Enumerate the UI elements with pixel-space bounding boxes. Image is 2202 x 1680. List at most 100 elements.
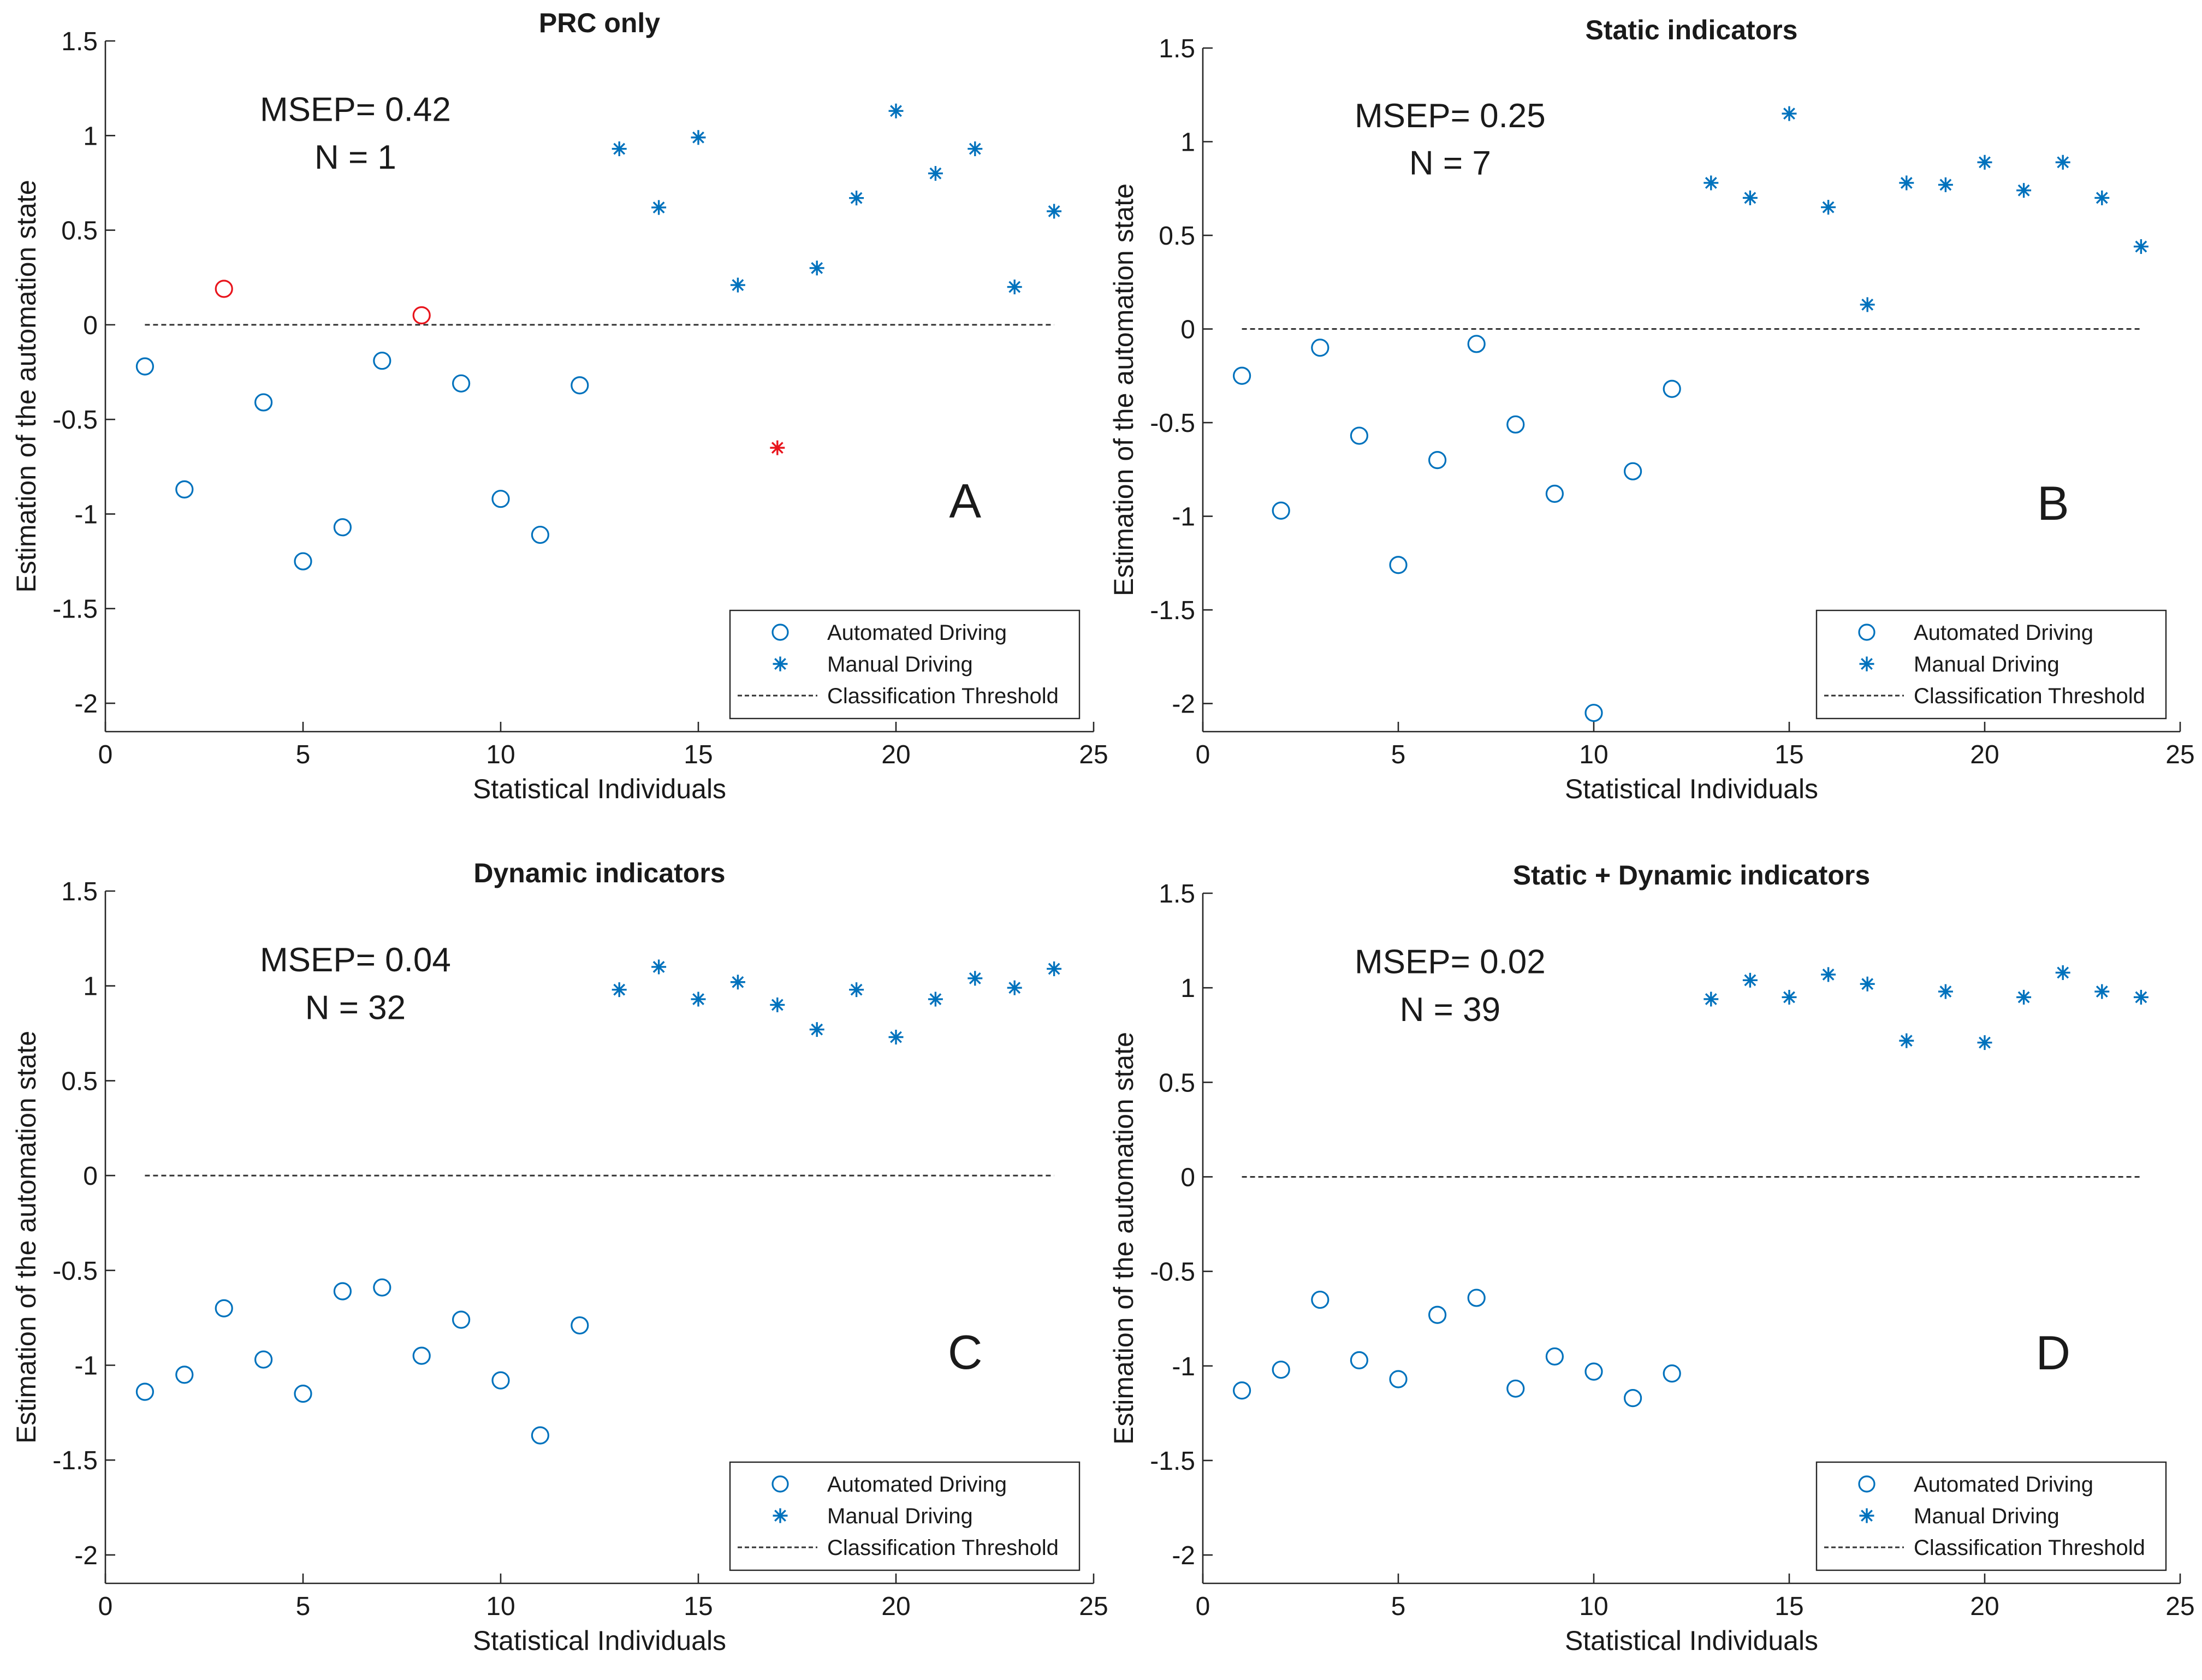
legend-automated-symbol <box>1858 624 1875 641</box>
automated-point <box>254 393 273 412</box>
y-tick-label: 0.5 <box>1159 1068 1195 1097</box>
automated-point <box>491 490 510 508</box>
panel-b: 0 5 10 15 20 25 1.5 1 0.5 0 -0.5 -1 -1.5 -2 Statistica… <box>1108 15 2195 804</box>
manual-point <box>1860 297 1875 312</box>
y-tick-label: -0.5 <box>1150 1258 1195 1287</box>
x-tick-label: 20 <box>881 1592 910 1621</box>
automated-point <box>1428 451 1447 470</box>
y-tick-label: -2 <box>74 690 98 719</box>
manual-point <box>730 277 745 293</box>
manual-point <box>2094 984 2110 999</box>
automated-point <box>373 1278 391 1297</box>
x-tick-label: 15 <box>1774 740 1803 769</box>
automated-point <box>1506 1379 1525 1398</box>
y-tick-label: -1.5 <box>52 595 98 624</box>
panel-title: Dynamic indicators <box>473 858 725 888</box>
manual-driving-series <box>612 103 1062 455</box>
automated-point <box>1467 335 1486 353</box>
panel-letter: A <box>949 474 981 528</box>
misclassified-automated-point <box>215 280 233 298</box>
n-annotation: N = 32 <box>305 989 406 1027</box>
x-tick-label: 25 <box>1079 740 1108 769</box>
y-axis-label: Estimation of the automation state <box>1108 1032 1139 1445</box>
x-axis-label: Statistical Individuals <box>473 1625 726 1656</box>
panel-c: 0 5 10 15 20 25 1.5 1 0.5 0 -0.5 -1 -1.5 -2 Statistica… <box>11 858 1108 1656</box>
automated-point <box>571 376 589 395</box>
legend-box <box>729 1461 1081 1571</box>
legend-entry: Manual Driving <box>1914 1504 2059 1528</box>
legend-box <box>1815 609 2167 720</box>
legend: Automated Driving Manual Driving Classific… <box>1815 1461 2167 1571</box>
manual-point <box>2133 989 2148 1005</box>
manual-point <box>1007 980 1022 995</box>
legend-automated-symbol <box>1858 1475 1875 1493</box>
automated-point <box>1545 484 1564 503</box>
manual-point <box>2016 183 2032 198</box>
manual-point <box>651 959 667 975</box>
panel-title: Static + Dynamic indicators <box>1513 860 1870 891</box>
x-tick-label: 10 <box>486 1592 515 1621</box>
y-tick-label: 1 <box>83 122 98 151</box>
automated-point <box>135 1382 154 1401</box>
msep-annotation: MSEP= 0.04 <box>260 941 451 979</box>
y-tick-label: -1 <box>74 1351 98 1380</box>
automated-point <box>1624 462 1642 480</box>
automated-point <box>175 1366 194 1384</box>
msep-annotation: MSEP= 0.25 <box>1355 97 1546 135</box>
x-tick-label: 5 <box>1391 740 1406 769</box>
legend: Automated Driving Manual Driving Classific… <box>1815 609 2167 720</box>
x-tick-label: 0 <box>1196 1592 1210 1621</box>
legend-manual-symbol <box>773 656 788 672</box>
panel-letter: B <box>2037 476 2069 530</box>
automated-point <box>175 480 194 498</box>
manual-point <box>1742 190 1758 205</box>
n-annotation: N = 1 <box>314 139 396 176</box>
y-tick-label: -0.5 <box>1150 409 1195 438</box>
automated-point <box>1311 1290 1329 1309</box>
x-tick-label: 20 <box>881 740 910 769</box>
manual-point <box>849 982 864 998</box>
x-tick-label: 25 <box>1079 1592 1108 1621</box>
manual-point <box>770 997 785 1012</box>
panel-title: PRC only <box>539 8 660 38</box>
automated-point <box>1663 1364 1681 1383</box>
manual-point <box>730 975 745 990</box>
panel-letter: C <box>948 1325 983 1379</box>
legend-box <box>1815 1461 2167 1571</box>
legend-box <box>729 609 1081 720</box>
manual-point <box>928 992 943 1007</box>
manual-point <box>1860 976 1875 992</box>
automated-point <box>1624 1389 1642 1408</box>
x-axis-label: Statistical Individuals <box>1565 1625 1818 1656</box>
manual-point <box>1704 992 1719 1007</box>
y-tick-label: -0.5 <box>52 406 98 435</box>
y-tick-label: 0 <box>1180 1163 1195 1192</box>
panel-a: 0 5 10 15 20 25 1.5 1 0.5 0 -0.5 -1 -1.5 -2 Statistica… <box>11 8 1108 804</box>
y-tick-label: -0.5 <box>52 1257 98 1286</box>
legend-automated-symbol <box>771 624 789 641</box>
legend-entry: Automated Driving <box>827 1473 1007 1497</box>
automated-point <box>135 357 154 376</box>
manual-point <box>691 992 706 1007</box>
x-axis-label: Statistical Individuals <box>473 774 726 804</box>
automated-point <box>254 1350 273 1369</box>
legend-manual-symbol <box>1859 1508 1874 1523</box>
legend: Automated Driving Manual Driving Classific… <box>729 1461 1081 1571</box>
x-tick-label: 0 <box>1196 740 1210 769</box>
x-tick-label: 10 <box>1579 740 1608 769</box>
automated-point <box>1467 1289 1486 1307</box>
y-tick-label: -1.5 <box>1150 596 1195 625</box>
automated-point <box>1506 415 1525 434</box>
automated-point <box>333 1282 352 1301</box>
manual-driving-series <box>1704 106 2148 312</box>
automated-point <box>1584 1362 1603 1381</box>
manual-point <box>651 200 667 215</box>
legend-entry: Classification Threshold <box>1914 684 2145 708</box>
automated-point <box>373 352 391 370</box>
y-tick-label: 1.5 <box>1159 34 1195 63</box>
y-tick-label: -1 <box>1172 1352 1195 1381</box>
x-tick-label: 20 <box>1970 1592 1999 1621</box>
automated-point <box>412 1346 431 1365</box>
y-tick-label: 0.5 <box>61 1067 98 1096</box>
